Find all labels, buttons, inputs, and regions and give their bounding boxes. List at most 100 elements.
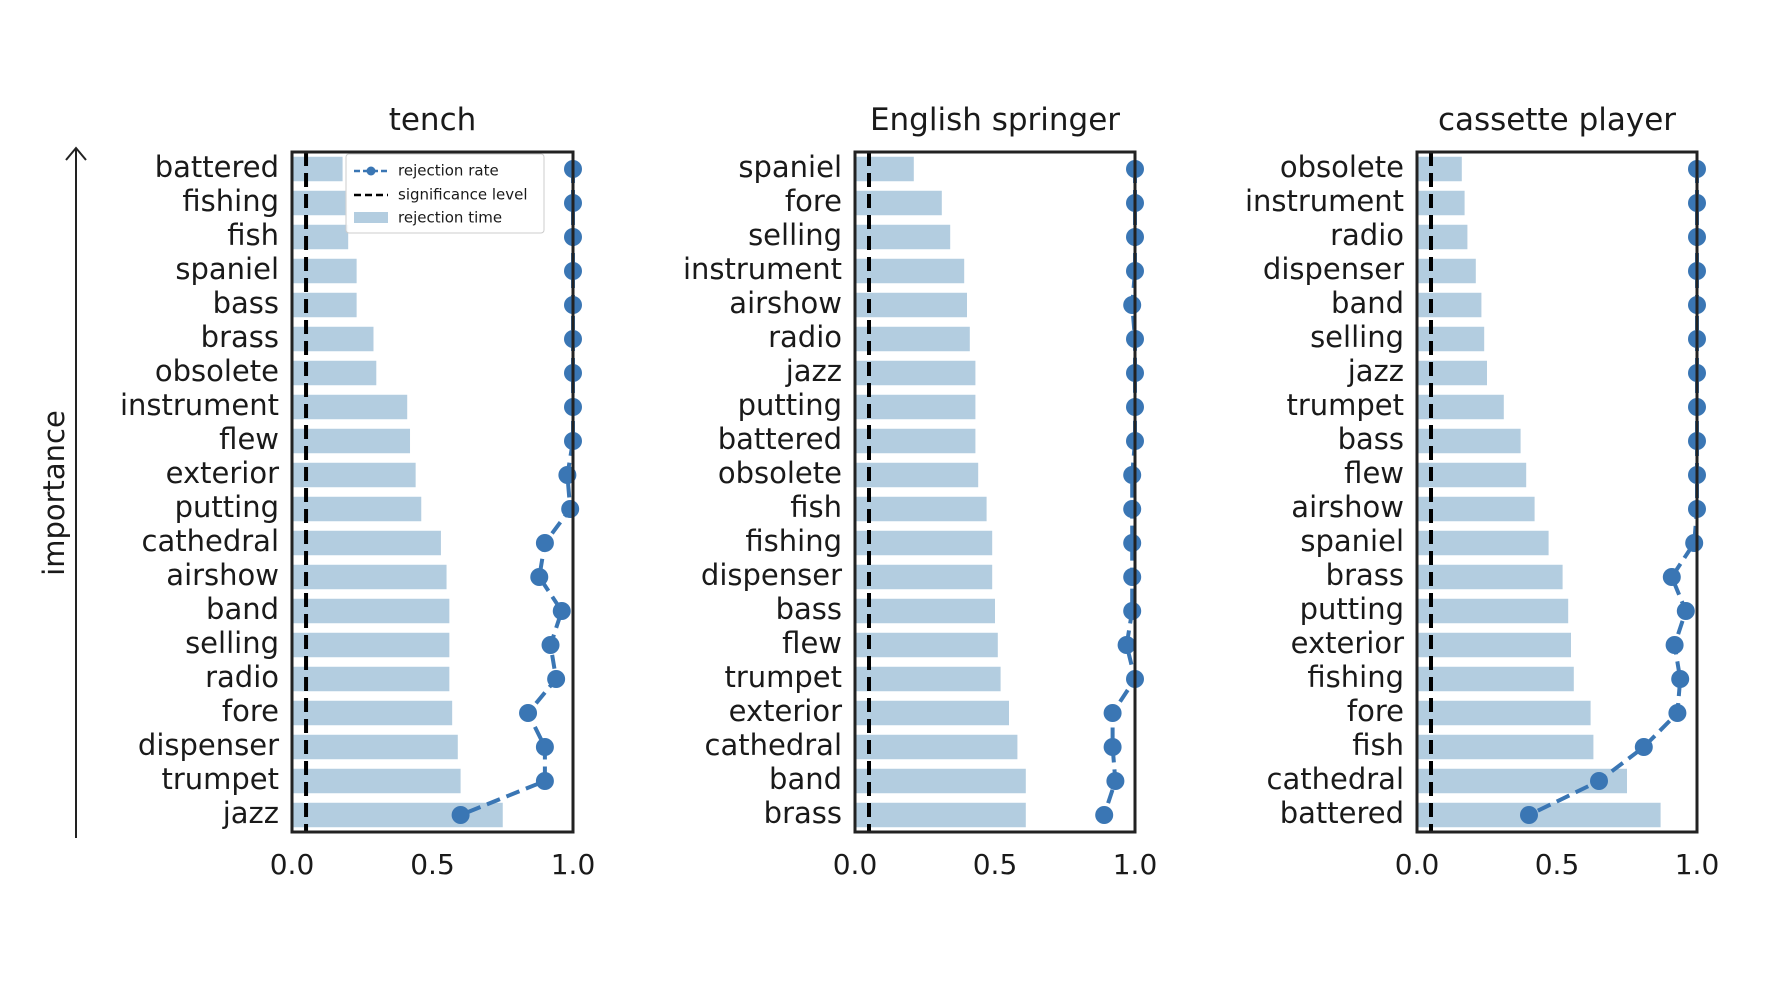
bar-instrument <box>1417 190 1465 216</box>
category-label: battered <box>1280 796 1404 830</box>
bar-jazz <box>292 802 503 828</box>
bar-dispenser <box>1417 258 1476 284</box>
category-label: trumpet <box>1286 388 1404 422</box>
category-label: exterior <box>729 694 842 728</box>
bar-exterior <box>855 700 1009 726</box>
bar-spaniel <box>855 156 914 182</box>
category-label: jazz <box>1347 354 1404 388</box>
category-label: airshow <box>729 286 842 320</box>
category-label: flew <box>1344 456 1404 490</box>
x-tick-label: 1.0 <box>1113 848 1158 881</box>
bar-spaniel <box>1417 530 1549 556</box>
bar-selling <box>292 632 450 658</box>
importance-axis: importance <box>37 146 87 838</box>
bar-band <box>1417 292 1482 318</box>
x-tick-label: 0.5 <box>973 848 1018 881</box>
bar-trumpet <box>855 666 1001 692</box>
x-tick-label: 1.0 <box>551 848 596 881</box>
importance-arrow-head <box>65 146 87 161</box>
panel-0: tench batteredfishingfishspanielbassbrass… <box>120 102 595 881</box>
category-label: spaniel <box>738 150 842 184</box>
bar-brass <box>855 802 1026 828</box>
rejection-rate-point-trumpet <box>535 772 554 790</box>
category-label: airshow <box>166 558 279 592</box>
category-label: battered <box>155 150 279 184</box>
category-label: airshow <box>1291 490 1404 524</box>
bar-jazz <box>855 360 976 386</box>
rejection-rate-point-fish <box>1123 500 1142 518</box>
bar-fishing <box>292 190 346 216</box>
rejection-rate-point-battered <box>1520 806 1538 824</box>
category-label: bass <box>1338 422 1404 456</box>
category-label: spaniel <box>175 252 279 286</box>
legend-time-swatch <box>354 212 388 223</box>
category-label: battered <box>718 422 842 456</box>
bar-obsolete <box>855 462 979 488</box>
rejection-rate-point-cathedral <box>1590 772 1608 790</box>
rejection-rate-point-exterior <box>1665 636 1684 654</box>
bar-band <box>855 768 1026 794</box>
category-label: bass <box>776 592 842 626</box>
bar-jazz <box>1417 360 1487 386</box>
category-label: putting <box>175 490 279 524</box>
rejection-rate-point-fishing <box>1671 670 1690 688</box>
legend-box <box>345 153 545 234</box>
rejection-rate-point-exterior <box>1103 704 1122 722</box>
rejection-rate-line <box>459 169 575 817</box>
bar-exterior <box>292 462 416 488</box>
axes-frame <box>853 150 1137 834</box>
category-label: fore <box>222 694 279 728</box>
rejection-rate-point-airshow <box>530 568 549 586</box>
bar-fore <box>1417 700 1591 726</box>
category-label: dispenser <box>1263 252 1404 286</box>
rejection-rate-point-band <box>1106 772 1125 790</box>
panel-1: English springer spanielforesellinginstru… <box>683 102 1157 881</box>
bar-airshow <box>1417 496 1535 522</box>
bar-fish <box>1417 734 1594 760</box>
rejection-rate-point-jazz <box>451 806 470 824</box>
rejection-rate-point-brass <box>1095 806 1114 824</box>
category-label: fishing <box>182 184 279 218</box>
rejection-rate-point-fishing <box>1123 534 1142 552</box>
category-label: radio <box>205 660 279 694</box>
category-label: jazz <box>785 354 842 388</box>
category-label: cathedral <box>1267 762 1404 796</box>
category-label: trumpet <box>724 660 842 694</box>
rejection-rate-point-radio <box>547 670 566 688</box>
x-tick-label: 0.0 <box>270 848 315 881</box>
category-label: trumpet <box>161 762 279 796</box>
bar-fore <box>292 700 453 726</box>
category-label: fore <box>1347 694 1404 728</box>
panel-2: cassette player obsoleteinstrumentradiodi… <box>1245 102 1719 881</box>
rejection-rate-point-dispenser <box>1123 568 1142 586</box>
bar-radio <box>1417 224 1468 250</box>
bar-putting <box>855 394 976 420</box>
legend-significance-label: significance level <box>398 186 528 204</box>
panel-title: English springer <box>870 102 1120 138</box>
axes-frame <box>290 150 575 834</box>
rejection-rate-point-bass <box>1123 602 1142 620</box>
category-label: flew <box>782 626 842 660</box>
bar-battered <box>1417 802 1661 828</box>
bar-band <box>292 598 450 624</box>
bar-putting <box>1417 598 1569 624</box>
rejection-rate-point-flew <box>1117 636 1136 654</box>
x-tick-label: 1.0 <box>1675 848 1720 881</box>
bar-flew <box>1417 462 1527 488</box>
category-label: band <box>1331 286 1404 320</box>
bar-selling <box>1417 326 1485 352</box>
bar-spaniel <box>292 258 357 284</box>
rejection-rate-point-cathedral <box>1103 738 1122 756</box>
bar-brass <box>1417 564 1563 590</box>
bar-fish <box>855 496 987 522</box>
legend-time-label: rejection time <box>398 209 502 227</box>
category-label: band <box>206 592 279 626</box>
category-label: putting <box>738 388 842 422</box>
category-label: fishing <box>745 524 842 558</box>
bar-flew <box>292 428 411 454</box>
bar-flew <box>855 632 998 658</box>
category-label: flew <box>219 422 279 456</box>
x-tick-label: 0.5 <box>1535 848 1580 881</box>
rejection-rate-point-cathedral <box>535 534 554 552</box>
